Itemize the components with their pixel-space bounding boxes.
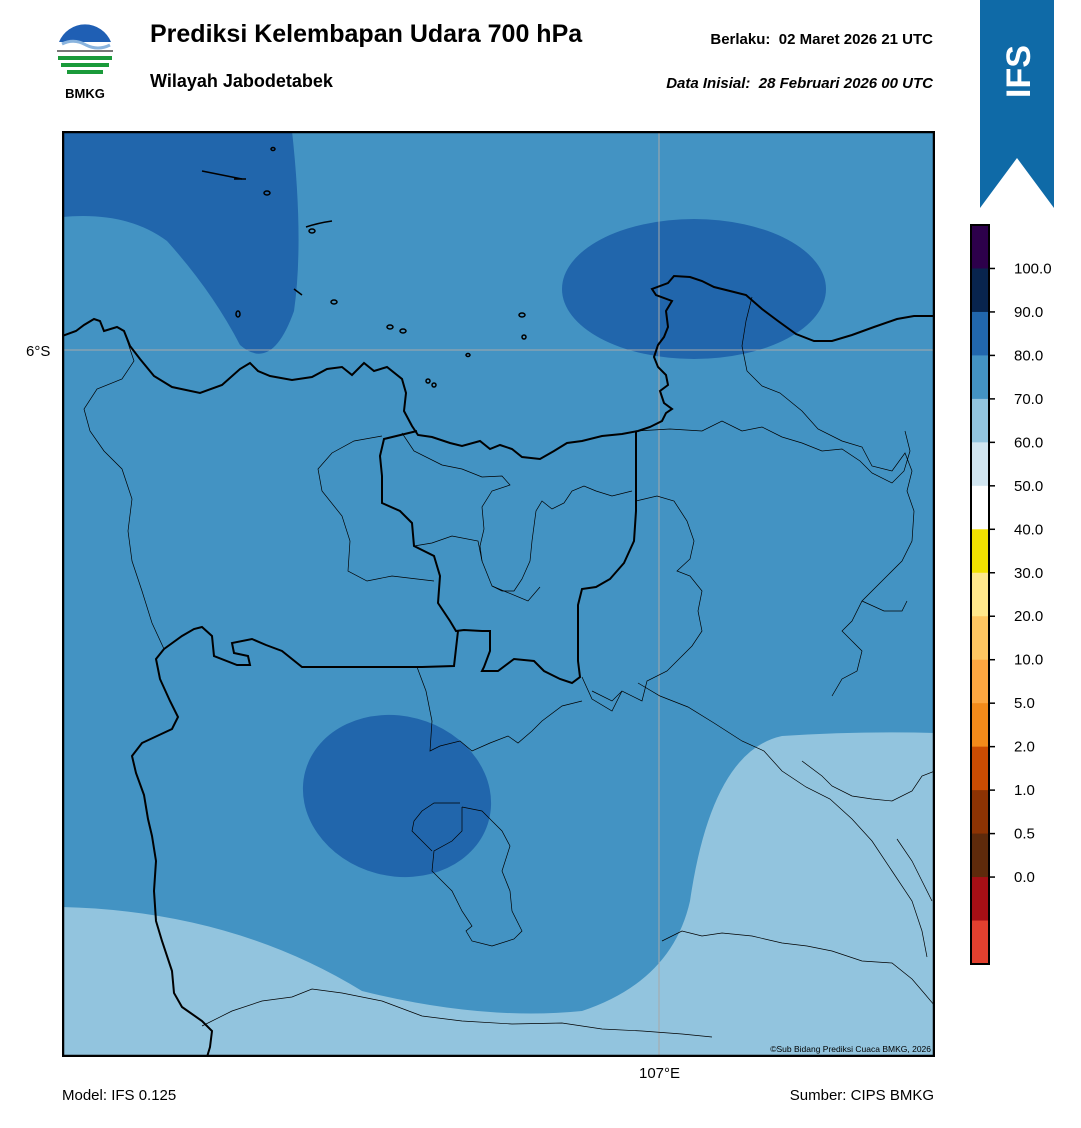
colorbar-band — [971, 529, 989, 574]
humidity-colorbar: 100.0 90.0 80.0 70.0 60.0 50.0 40.0 30.0 20.0 10.… — [970, 224, 1052, 965]
colorbar-tick-label: 70.0 — [1014, 391, 1043, 408]
humidity-80-90-zone-northwest — [62, 131, 299, 354]
initial-time: Data Inisial: 28 Februari 2026 00 UTC — [666, 75, 933, 92]
humidity-80-90-zone-northeast — [562, 219, 826, 359]
colorbar-band — [971, 398, 989, 443]
colorbar-tick-label: 50.0 — [1014, 478, 1043, 495]
colorbar-frame — [970, 224, 990, 965]
colorbar-tick-label: 90.0 — [1014, 304, 1043, 321]
colorbar-band — [971, 877, 989, 922]
colorbar-tick-label: 0.0 — [1014, 869, 1035, 886]
initial-time-label: Data Inisial: — [666, 75, 751, 92]
thousand-islands — [201, 146, 527, 388]
colorbar-tick-label: 5.0 — [1014, 695, 1035, 712]
colorbar-tick-label: 40.0 — [1014, 521, 1043, 538]
colorbar-band — [971, 311, 989, 356]
colorbar-tick-label: 0.5 — [1014, 826, 1035, 843]
model-info: Model: IFS 0.125 — [62, 1087, 177, 1104]
valid-time-label: Berlaku: — [710, 31, 771, 48]
humidity-map: ©Sub Bidang Prediksi Cuaca BMKG, 2026 — [62, 131, 935, 1057]
humidity-60-70-zone-south — [62, 732, 935, 1057]
colorbar-band — [971, 572, 989, 617]
longitude-label: 107°E — [639, 1065, 681, 1082]
colorbar-band — [971, 225, 989, 269]
colorbar-band — [971, 920, 989, 965]
colorbar-band — [971, 442, 989, 487]
colorbar-band — [971, 485, 989, 530]
colorbar-band — [971, 746, 989, 791]
page-subtitle: Wilayah Jabodetabek — [150, 71, 333, 91]
java-north-coastline — [62, 274, 935, 461]
province-boundaries — [130, 430, 637, 1057]
colorbar-band — [971, 790, 989, 835]
model-ribbon: IFS — [980, 0, 1054, 208]
map-credit: ©Sub Bidang Prediksi Cuaca BMKG, 2026 — [770, 1044, 931, 1054]
regency-boundaries — [83, 296, 935, 1038]
latitude-label: 6°S — [26, 343, 51, 360]
valid-time: Berlaku: 02 Maret 2026 21 UTC — [710, 31, 933, 48]
colorbar-band — [971, 616, 989, 661]
colorbar-band — [971, 703, 989, 748]
colorbar-band — [971, 659, 989, 704]
colorbar-tick-label: 10.0 — [1014, 652, 1043, 669]
colorbar-band — [971, 355, 989, 400]
valid-time-value: 02 Maret 2026 21 UTC — [778, 31, 933, 48]
humidity-80-90-zone-south — [302, 714, 492, 878]
page-title: Prediksi Kelembapan Udara 700 hPa — [150, 20, 583, 48]
colorbar-tick-label: 80.0 — [1014, 347, 1043, 364]
colorbar-tick-label: 30.0 — [1014, 565, 1043, 582]
colorbar-tick-label: 1.0 — [1014, 782, 1035, 799]
colorbar-band — [971, 268, 989, 313]
logo-text: BMKG — [65, 86, 105, 101]
bmkg-logo: BMKG — [57, 24, 113, 101]
colorbar-tick-label: 60.0 — [1014, 434, 1043, 451]
ribbon-text: IFS — [1000, 45, 1038, 98]
colorbar-tick-label: 100.0 — [1014, 260, 1052, 277]
initial-time-value: 28 Februari 2026 00 UTC — [758, 75, 933, 92]
colorbar-band — [971, 833, 989, 878]
source-info: Sumber: CIPS BMKG — [789, 1087, 934, 1104]
colorbar-tick-label: 2.0 — [1014, 739, 1035, 756]
colorbar-tick-label: 20.0 — [1014, 608, 1043, 625]
